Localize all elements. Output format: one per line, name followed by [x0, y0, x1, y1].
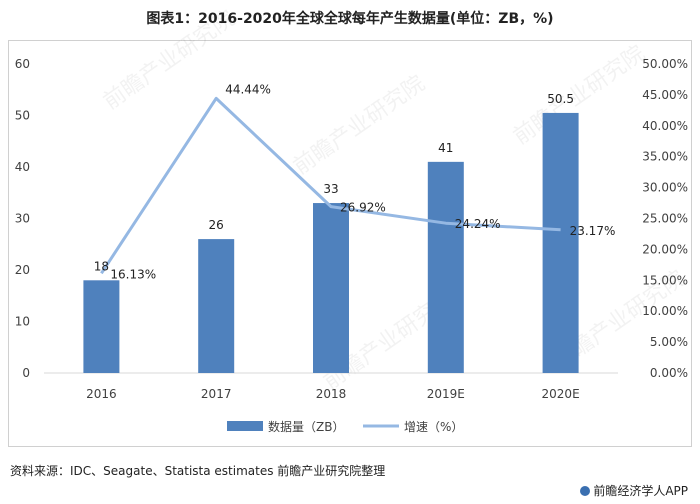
legend-bar-swatch: [227, 421, 263, 431]
y-left-tick-label: 30: [15, 212, 30, 226]
bar: [542, 112, 579, 374]
watermark-text: 前瞻产业研究院: [289, 71, 430, 180]
y-left-tick-label: 50: [15, 109, 30, 123]
line-data-label: 23.17%: [570, 224, 616, 238]
x-tick-label: 2020E: [542, 387, 580, 401]
y-right-tick-label: 5.00%: [650, 335, 688, 349]
y-right-tick-label: 0.00%: [650, 366, 688, 380]
y-right-tick-label: 35.00%: [642, 150, 688, 164]
legend-line-label: 增速（%）: [404, 420, 463, 434]
bar: [83, 280, 120, 373]
y-right-tick-label: 45.00%: [642, 88, 688, 102]
bar: [313, 203, 349, 373]
bar: [427, 161, 464, 373]
source-note: 资料来源：IDC、Seagate、Statista estimates 前瞻产业…: [10, 464, 386, 478]
x-tick-label: 2016: [86, 387, 117, 401]
y-right-tick-label: 20.00%: [642, 242, 688, 256]
watermark-text: 前瞻产业研究院: [509, 41, 650, 150]
bar-data-label: 26: [209, 218, 224, 232]
y-right-tick-label: 40.00%: [642, 119, 688, 133]
bar: [198, 239, 235, 373]
x-tick-label: 2017: [201, 387, 232, 401]
line-data-label: 44.44%: [225, 82, 271, 96]
line-data-label: 26.92%: [340, 201, 386, 215]
brand-label: 前瞻经济学人APP: [580, 482, 688, 499]
bar-data-label: 41: [438, 141, 453, 155]
x-tick-label: 2018: [316, 387, 347, 401]
y-left-tick-label: 60: [15, 57, 30, 71]
y-right-tick-label: 25.00%: [642, 212, 688, 226]
brand-logo-icon: [580, 486, 591, 496]
bar-data-label: 33: [323, 182, 338, 196]
y-left-tick-label: 10: [15, 315, 30, 329]
line-data-label: 24.24%: [455, 217, 501, 231]
y-right-tick-label: 10.00%: [642, 304, 688, 318]
y-left-tick-label: 20: [15, 263, 30, 277]
line-data-label: 16.13%: [110, 267, 156, 281]
growth-line: [100, 96, 561, 275]
x-tick-label: 2019E: [427, 387, 465, 401]
brand-text: 前瞻经济学人APP: [593, 484, 688, 498]
legend-bar-label: 数据量（ZB）: [268, 419, 344, 434]
bar-data-label: 50.5: [547, 92, 574, 106]
y-left-tick-label: 0: [22, 366, 30, 380]
chart-frame: [8, 40, 692, 447]
y-left-tick-label: 40: [15, 160, 30, 174]
y-right-tick-label: 50.00%: [642, 57, 688, 71]
y-right-tick-label: 30.00%: [642, 181, 688, 195]
chart-title: 图表1：2016-2020年全球全球每年产生数据量(单位：ZB，%): [146, 11, 554, 27]
y-right-tick-label: 15.00%: [642, 273, 688, 287]
bar-data-label: 18: [94, 259, 109, 273]
